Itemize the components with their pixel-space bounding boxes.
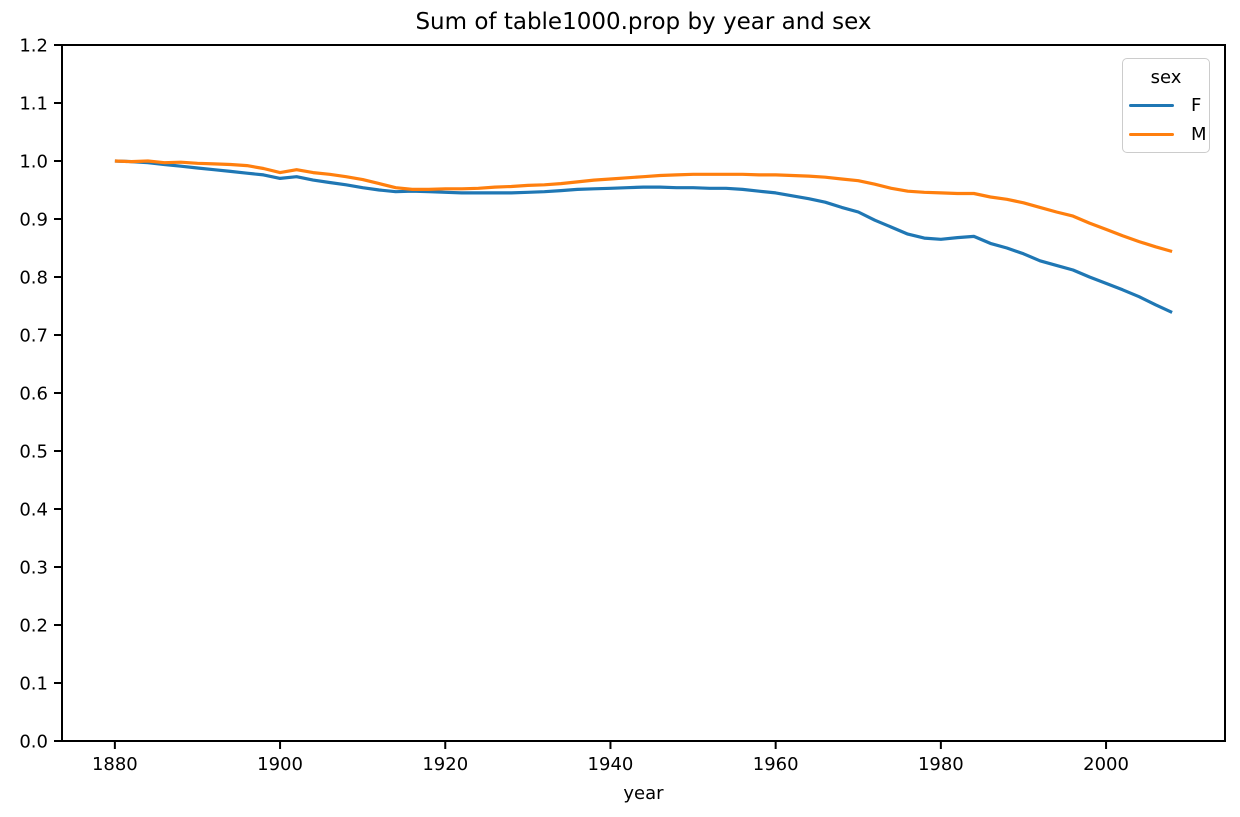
y-tick-label: 0.6 (19, 384, 48, 405)
legend: sex F M (1122, 58, 1210, 153)
legend-label-f: F (1191, 95, 1202, 116)
legend-title: sex (1150, 67, 1182, 88)
legend-entry-m: M (1123, 120, 1209, 149)
y-tick-label: 0.8 (19, 268, 48, 289)
y-tick-label: 0.3 (19, 558, 48, 579)
y-tick-label: 0.2 (19, 616, 48, 637)
chart-title: Sum of table1000.prop by year and sex (415, 9, 872, 35)
y-tick-label: 0.5 (19, 442, 48, 463)
y-tick-label: 1.0 (19, 152, 48, 173)
y-tick-label: 1.2 (19, 36, 48, 57)
axes: 1880 1900 1920 1940 1960 1980 2000 0.0 0.1 0.2 0.3… (19, 36, 1226, 775)
legend-line-f-swatch-icon (1129, 103, 1174, 108)
y-tick-label: 1.1 (19, 94, 48, 115)
plot-border (61, 44, 1226, 742)
series-lines (114, 159, 1173, 314)
x-tick-label: 1940 (588, 754, 634, 775)
x-tick-label: 1960 (753, 754, 799, 775)
y-tick-label: 0.4 (19, 500, 48, 521)
legend-entry-f: F (1123, 91, 1209, 120)
x-axis-label: year (623, 783, 664, 804)
x-tick-label: 1900 (257, 754, 303, 775)
legend-line-m-swatch-icon (1129, 132, 1174, 137)
series-line-f (114, 159, 1173, 314)
legend-label-m: M (1191, 124, 1207, 145)
x-tick-label: 1880 (92, 754, 138, 775)
x-tick-label: 1980 (918, 754, 964, 775)
series-line-m (114, 159, 1173, 254)
y-tick-label: 0.7 (19, 326, 48, 347)
y-tick-label: 0.9 (19, 210, 48, 231)
x-tick-label: 1920 (422, 754, 468, 775)
x-tick-label: 2000 (1083, 754, 1129, 775)
y-tick-label: 0.0 (19, 732, 48, 753)
y-tick-label: 0.1 (19, 674, 48, 695)
